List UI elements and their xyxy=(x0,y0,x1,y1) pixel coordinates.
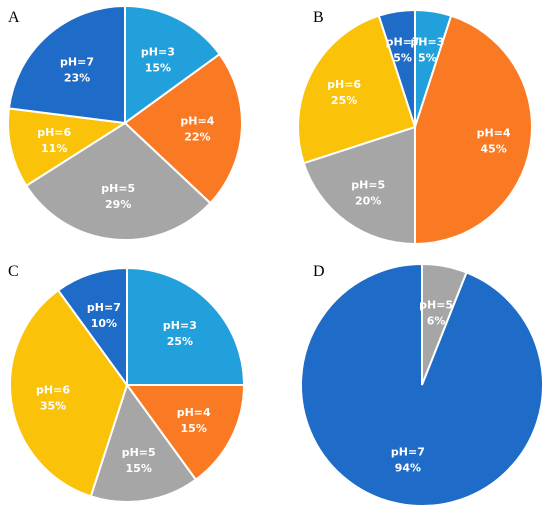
slice-label-ph7: pH=7 xyxy=(87,301,121,314)
slice-ph6 xyxy=(7,107,128,188)
slice-ph4 xyxy=(123,52,243,205)
slice-value-ph6: 25% xyxy=(331,94,357,107)
slice-ph3 xyxy=(126,266,246,386)
slice-label-ph7: pH=7 xyxy=(386,35,420,48)
slice-label-ph5: pH=5 xyxy=(101,182,135,195)
pie-panel-c: pH=3 25% pH=4 15% pH=5 15% pH=6 35% pH=7 10% xyxy=(9,266,246,503)
slice-ph5 xyxy=(24,121,212,241)
slice-label-ph5: pH=5 xyxy=(351,178,385,191)
slice-value-ph7: 10% xyxy=(91,317,117,330)
slice-label-ph4: pH=4 xyxy=(177,406,211,419)
pie-panel-b: pH=3 5% pH=4 45% pH=5 20% pH=6 25% pH=7 5% xyxy=(297,8,533,246)
slice-label-ph5: pH=5 xyxy=(419,298,453,311)
slice-label-ph4: pH=4 xyxy=(180,115,214,128)
slice-value-ph3: 5% xyxy=(418,51,437,64)
slice-label-ph6: pH=6 xyxy=(327,78,361,91)
slice-ph6 xyxy=(9,288,129,498)
panel-letter-b: B xyxy=(313,9,324,26)
slice-value-ph6: 35% xyxy=(40,400,66,413)
slice-ph7 xyxy=(7,4,126,125)
pie-panel-a: pH=3 15% pH=4 22% pH=5 29% pH=6 11% pH=7 23% xyxy=(7,4,243,241)
slice-ph4 xyxy=(414,14,533,246)
slice-label-ph6: pH=6 xyxy=(36,384,70,397)
slice-ph5 xyxy=(302,125,416,246)
slice-label-ph7: pH=7 xyxy=(60,56,94,69)
panel-letter-c: C xyxy=(8,263,19,280)
slice-label-ph5: pH=5 xyxy=(122,446,156,459)
slice-value-ph7: 94% xyxy=(395,462,421,475)
slice-ph5 xyxy=(89,382,198,503)
slice-ph7 xyxy=(377,8,416,128)
slice-value-ph5: 15% xyxy=(126,462,152,475)
slice-label-ph6: pH=6 xyxy=(37,126,71,139)
pie-panel-d: pH=5 6% pH=7 94% xyxy=(300,262,544,507)
panel-letter-a: A xyxy=(8,9,20,26)
slice-label-ph3: pH=3 xyxy=(163,319,197,332)
panel-letter-d: D xyxy=(313,263,325,280)
slice-value-ph5: 20% xyxy=(355,194,381,207)
slice-value-ph3: 25% xyxy=(167,335,193,348)
slice-ph7 xyxy=(56,266,128,389)
slice-value-ph7: 5% xyxy=(393,51,412,64)
slice-label-ph7: pH=7 xyxy=(391,446,425,459)
slice-label-ph4: pH=4 xyxy=(477,126,511,139)
slice-value-ph4: 45% xyxy=(480,142,506,155)
slice-ph3 xyxy=(124,4,222,125)
slice-label-ph3: pH=3 xyxy=(141,45,175,58)
slice-value-ph5: 29% xyxy=(105,198,131,211)
slice-ph7 xyxy=(300,262,544,507)
slice-ph6 xyxy=(297,14,417,165)
slice-value-ph6: 11% xyxy=(41,142,67,155)
slice-value-ph3: 15% xyxy=(145,61,171,74)
slice-value-ph4: 22% xyxy=(184,131,210,144)
slice-ph4 xyxy=(125,384,246,482)
slice-value-ph5: 6% xyxy=(427,314,446,327)
slice-value-ph4: 15% xyxy=(181,422,207,435)
slice-value-ph7: 23% xyxy=(64,72,90,85)
slice-label-ph3: pH=3 xyxy=(410,35,444,48)
